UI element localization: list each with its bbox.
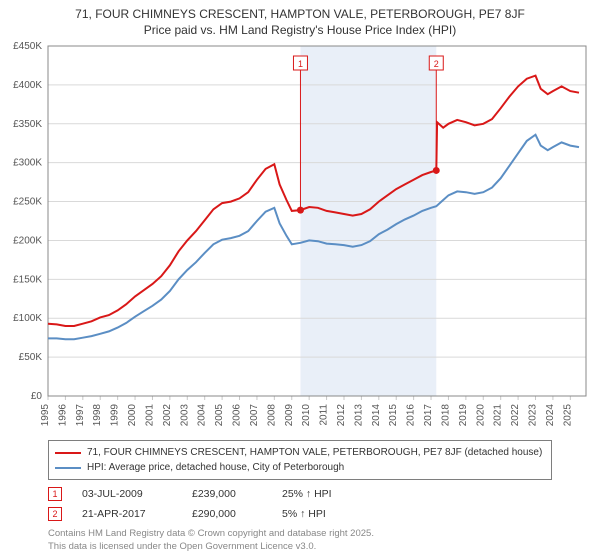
marker-row: 1 03-JUL-2009£239,00025% ↑ HPI bbox=[48, 484, 552, 504]
svg-text:1999: 1999 bbox=[110, 404, 121, 427]
svg-text:2000: 2000 bbox=[127, 404, 138, 427]
marker-badge: 2 bbox=[48, 507, 62, 521]
svg-text:2022: 2022 bbox=[510, 404, 521, 427]
footer-note: Contains HM Land Registry data © Crown c… bbox=[48, 528, 552, 553]
svg-text:2014: 2014 bbox=[371, 404, 382, 427]
marker-price: £290,000 bbox=[192, 508, 282, 520]
svg-text:2004: 2004 bbox=[197, 404, 208, 427]
svg-text:2024: 2024 bbox=[545, 404, 556, 427]
svg-text:2009: 2009 bbox=[284, 404, 295, 427]
svg-text:2023: 2023 bbox=[528, 404, 539, 427]
svg-text:2016: 2016 bbox=[406, 404, 417, 427]
legend-swatch bbox=[55, 452, 81, 454]
svg-text:2017: 2017 bbox=[423, 404, 434, 427]
svg-text:2018: 2018 bbox=[440, 404, 451, 427]
svg-text:2005: 2005 bbox=[214, 404, 225, 427]
footer-line-1: Contains HM Land Registry data © Crown c… bbox=[48, 528, 552, 540]
title-line-2: Price paid vs. HM Land Registry's House … bbox=[8, 22, 592, 38]
svg-text:1998: 1998 bbox=[92, 404, 103, 427]
legend-label: HPI: Average price, detached house, City… bbox=[87, 460, 344, 475]
svg-text:£400K: £400K bbox=[13, 80, 42, 91]
svg-text:2011: 2011 bbox=[319, 404, 330, 426]
svg-text:2019: 2019 bbox=[458, 404, 469, 427]
svg-text:2010: 2010 bbox=[301, 404, 312, 427]
svg-text:2008: 2008 bbox=[266, 404, 277, 427]
marker-price: £239,000 bbox=[192, 488, 282, 500]
svg-text:2015: 2015 bbox=[388, 404, 399, 427]
price-chart: £0 £50K £100K £150K £200K £250K £300K £350K £400… bbox=[0, 40, 600, 436]
footer-line-2: This data is licensed under the Open Gov… bbox=[48, 541, 552, 553]
svg-text:1996: 1996 bbox=[57, 404, 68, 427]
svg-text:£300K: £300K bbox=[13, 158, 42, 169]
svg-text:£150K: £150K bbox=[13, 275, 42, 286]
svg-text:2003: 2003 bbox=[179, 404, 190, 427]
marker-date: 21-APR-2017 bbox=[82, 508, 192, 520]
marker-table: 1 03-JUL-2009£239,00025% ↑ HPI 2 21-APR-201… bbox=[48, 484, 552, 524]
svg-text:2021: 2021 bbox=[493, 404, 504, 427]
marker-2-dot bbox=[433, 167, 440, 174]
svg-text:2012: 2012 bbox=[336, 404, 347, 427]
svg-text:£100K: £100K bbox=[13, 314, 42, 325]
legend-swatch bbox=[55, 467, 81, 469]
legend-label: 71, FOUR CHIMNEYS CRESCENT, HAMPTON VALE… bbox=[87, 445, 542, 460]
svg-text:£250K: £250K bbox=[13, 197, 42, 208]
marker-date: 03-JUL-2009 bbox=[82, 488, 192, 500]
chart-svg: £0 £50K £100K £150K £200K £250K £300K £350K £400… bbox=[0, 40, 600, 436]
svg-text:2002: 2002 bbox=[162, 404, 173, 427]
svg-text:2: 2 bbox=[434, 59, 439, 69]
svg-text:2007: 2007 bbox=[249, 404, 260, 427]
svg-text:£450K: £450K bbox=[13, 41, 42, 52]
marker-badge: 1 bbox=[48, 487, 62, 501]
legend-item: 71, FOUR CHIMNEYS CRESCENT, HAMPTON VALE… bbox=[55, 445, 545, 460]
svg-text:1997: 1997 bbox=[75, 404, 86, 427]
svg-text:2013: 2013 bbox=[353, 404, 364, 427]
svg-text:2020: 2020 bbox=[475, 404, 486, 427]
marker-1-dot bbox=[297, 207, 304, 214]
svg-text:£0: £0 bbox=[31, 391, 43, 402]
marker-row: 2 21-APR-2017£290,0005% ↑ HPI bbox=[48, 504, 552, 524]
svg-text:£200K: £200K bbox=[13, 236, 42, 247]
chart-title: 71, FOUR CHIMNEYS CRESCENT, HAMPTON VALE… bbox=[0, 0, 600, 40]
marker-delta: 25% ↑ HPI bbox=[282, 488, 392, 500]
svg-text:2006: 2006 bbox=[232, 404, 243, 427]
legend: 71, FOUR CHIMNEYS CRESCENT, HAMPTON VALE… bbox=[48, 440, 552, 480]
legend-item: HPI: Average price, detached house, City… bbox=[55, 460, 545, 475]
svg-text:£50K: £50K bbox=[19, 352, 43, 363]
title-line-1: 71, FOUR CHIMNEYS CRESCENT, HAMPTON VALE… bbox=[8, 6, 592, 22]
svg-text:£350K: £350K bbox=[13, 119, 42, 130]
svg-text:2025: 2025 bbox=[562, 404, 573, 427]
marker-delta: 5% ↑ HPI bbox=[282, 508, 392, 520]
svg-text:1: 1 bbox=[298, 59, 303, 69]
svg-text:1995: 1995 bbox=[40, 404, 51, 427]
svg-text:2001: 2001 bbox=[144, 404, 155, 427]
